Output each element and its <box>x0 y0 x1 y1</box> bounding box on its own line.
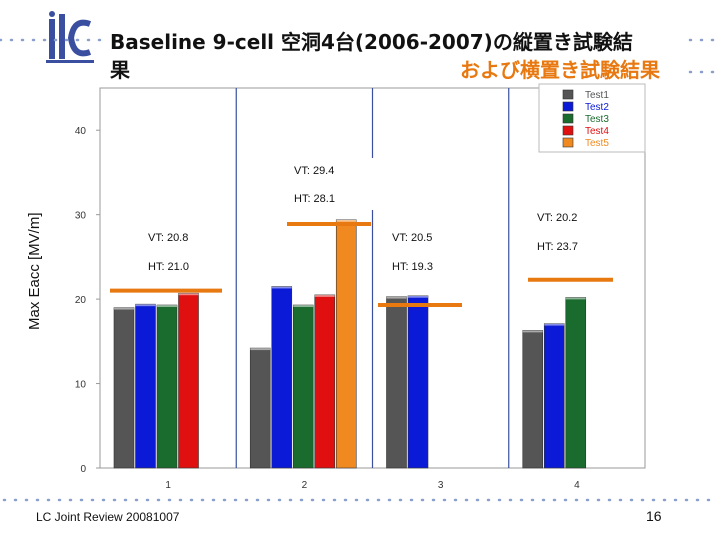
bar-highlight <box>544 323 565 326</box>
vt-annotation: VT: 29.4 <box>294 165 334 177</box>
page-title-continued: 果 <box>110 58 130 82</box>
bottom-dotted-divider <box>2 498 718 502</box>
bar <box>522 330 544 469</box>
page-number: 16 <box>646 508 662 524</box>
bar <box>135 303 156 469</box>
legend-label: Test2 <box>585 102 609 113</box>
legend-swatch <box>562 89 574 100</box>
bar <box>271 286 293 469</box>
footer-text: LC Joint Review 20081007 <box>36 510 180 524</box>
page-title: Baseline 9-cell 空洞4台(2006-2007)の縦置き試験結 <box>110 30 633 54</box>
bar-highlight <box>178 293 199 296</box>
ht-annotation: HT: 28.1 <box>294 193 335 205</box>
legend-label: Test1 <box>585 90 609 101</box>
legend-swatch <box>562 137 574 148</box>
y-tick-label: 10 <box>75 380 87 391</box>
bar <box>335 219 357 469</box>
bar-highlight <box>293 305 314 308</box>
vt-annotation: VT: 20.5 <box>392 232 432 244</box>
legend-swatch <box>562 101 574 112</box>
bar-highlight <box>157 305 177 308</box>
bar <box>386 296 407 469</box>
annotation-box <box>384 225 468 277</box>
bar-highlight <box>250 348 271 351</box>
bar <box>565 297 587 469</box>
bar-highlight <box>314 294 335 297</box>
legend <box>538 83 646 153</box>
x-tick-label: 2 <box>302 480 308 491</box>
annotation-box <box>529 205 615 259</box>
page-subtitle: および横置き試験結果 <box>460 58 660 82</box>
legend-swatch <box>562 113 574 124</box>
bar-highlight <box>386 296 407 299</box>
bar-highlight <box>565 297 586 300</box>
bar <box>314 294 336 469</box>
bar-highlight <box>336 219 357 222</box>
bar-highlight <box>408 295 428 298</box>
y-tick-label: 20 <box>75 295 87 306</box>
x-tick-label: 4 <box>574 480 580 491</box>
bar-highlight <box>271 286 292 289</box>
legend-label: Test5 <box>585 138 609 149</box>
bar <box>543 323 565 469</box>
legend-label: Test4 <box>585 126 609 137</box>
bar-highlight <box>522 330 543 333</box>
y-tick-label: 0 <box>80 464 86 475</box>
annotation-box <box>286 158 376 210</box>
bar <box>292 304 314 469</box>
y-tick-label: 30 <box>75 211 87 222</box>
x-tick-label: 3 <box>438 480 444 491</box>
bar <box>178 292 199 469</box>
bar <box>113 307 135 469</box>
y-tick-label: 40 <box>75 126 87 137</box>
x-tick-label: 1 <box>165 480 171 491</box>
vt-annotation: VT: 20.8 <box>148 232 188 244</box>
ilc-logo <box>46 11 94 63</box>
bar-highlight <box>135 304 156 307</box>
bar-highlight <box>114 307 134 310</box>
top-dotted-divider <box>0 38 720 42</box>
ht-annotation: HT: 21.0 <box>148 261 189 273</box>
bar <box>249 347 271 469</box>
ht-annotation: HT: 19.3 <box>392 261 433 273</box>
legend-swatch <box>562 125 574 136</box>
ht-annotation: HT: 23.7 <box>537 241 578 253</box>
bar <box>407 295 429 469</box>
legend-label: Test3 <box>585 114 609 125</box>
bar <box>156 304 178 469</box>
annotation-box <box>140 225 224 277</box>
vt-annotation: VT: 20.2 <box>537 212 577 224</box>
